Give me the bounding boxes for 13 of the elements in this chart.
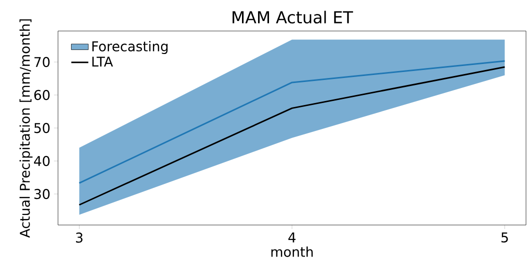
chart-title: MAM Actual ET xyxy=(232,10,354,24)
y-axis-title: Actual Precipitation [mm/month] xyxy=(20,19,33,238)
x-axis-title: month xyxy=(271,246,313,257)
x-tick-label: 5 xyxy=(501,232,508,243)
y-tick-label: 50 xyxy=(34,122,50,134)
x-tick-label: 4 xyxy=(288,232,296,242)
legend-label: LTA xyxy=(92,56,113,66)
y-tick-label: 40 xyxy=(34,156,50,166)
y-tick-label: 60 xyxy=(34,90,50,100)
legend-label: Forecasting xyxy=(92,41,168,54)
y-tick-label: 70 xyxy=(34,56,50,68)
y-tick-label: 30 xyxy=(34,188,50,200)
x-tick-label: 3 xyxy=(76,232,82,243)
